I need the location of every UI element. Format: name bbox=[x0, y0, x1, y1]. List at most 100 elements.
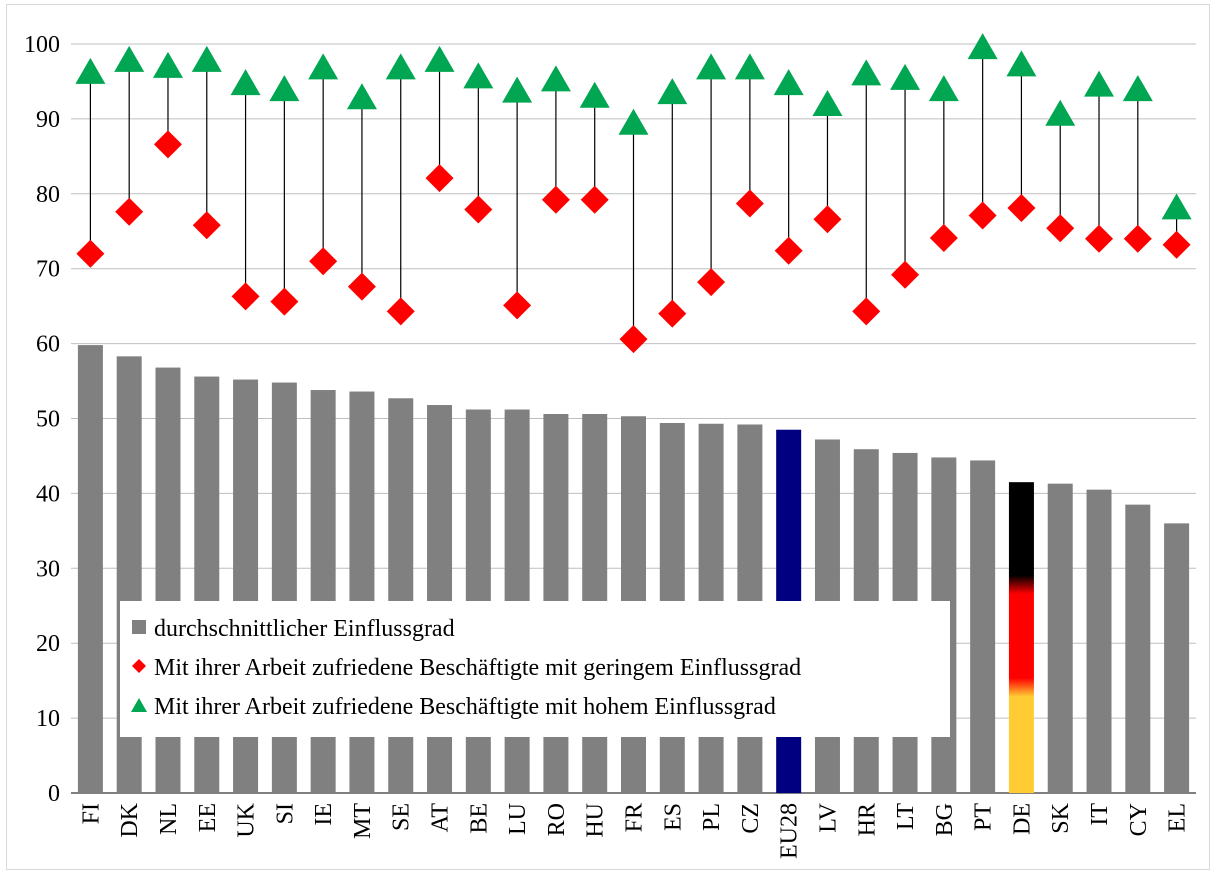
y-tick-label: 70 bbox=[36, 257, 60, 283]
legend-label-triangle: Mit ihrer Arbeit zufriedene Beschäftigte… bbox=[154, 694, 776, 720]
marker-low-mt bbox=[347, 272, 376, 301]
legend-swatch-triangle bbox=[131, 698, 147, 712]
marker-high-eu28 bbox=[773, 69, 804, 96]
x-tick-label: BG bbox=[932, 803, 958, 836]
marker-high-ro bbox=[540, 65, 571, 92]
x-tick-label: BE bbox=[466, 803, 492, 834]
x-tick-label: PL bbox=[699, 803, 725, 831]
marker-low-hu bbox=[580, 185, 609, 214]
x-tick-label: IT bbox=[1087, 803, 1113, 826]
bar-fi bbox=[77, 345, 103, 793]
marker-low-it bbox=[1085, 224, 1114, 253]
x-tick-label: CY bbox=[1126, 803, 1152, 836]
marker-low-cy bbox=[1123, 224, 1152, 253]
x-tick-label: HU bbox=[583, 803, 609, 838]
x-tick-label: AT bbox=[428, 803, 454, 833]
bar-cy bbox=[1125, 504, 1151, 793]
legend-label-bars: durchschnittlicher Einflussgrad bbox=[154, 616, 455, 642]
marker-high-hr bbox=[851, 59, 882, 86]
marker-high-se bbox=[385, 53, 416, 80]
marker-low-nl bbox=[153, 130, 182, 159]
marker-high-nl bbox=[152, 51, 183, 78]
marker-low-es bbox=[658, 299, 687, 328]
y-tick-label: 50 bbox=[36, 407, 60, 433]
marker-high-fi bbox=[75, 57, 106, 84]
marker-low-ee bbox=[192, 211, 221, 240]
marker-high-el bbox=[1161, 193, 1192, 220]
x-axis-ticks: FI DK NL EE UK SI IE MT SE AT BE LU RO HU FR ES PL CZ EU28… bbox=[78, 802, 1190, 859]
marker-low-at bbox=[425, 164, 454, 193]
marker-low-fi bbox=[76, 239, 105, 268]
marker-high-si bbox=[269, 75, 300, 102]
bar-pt bbox=[970, 460, 996, 793]
x-tick-label: DE bbox=[1009, 803, 1035, 835]
x-tick-label: FR bbox=[622, 803, 648, 832]
marker-low-lt bbox=[891, 260, 920, 289]
y-tick-label: 40 bbox=[36, 481, 60, 507]
marker-high-lu bbox=[502, 76, 533, 103]
x-tick-label: EL bbox=[1165, 803, 1191, 832]
x-tick-label: LV bbox=[815, 802, 841, 832]
marker-high-fr bbox=[618, 108, 649, 135]
y-tick-label: 30 bbox=[36, 556, 60, 582]
y-tick-label: 90 bbox=[36, 107, 60, 133]
marker-high-be bbox=[463, 62, 494, 89]
marker-high-es bbox=[657, 78, 688, 105]
y-tick-label: 80 bbox=[36, 182, 60, 208]
marker-low-hr bbox=[852, 297, 881, 326]
x-tick-label: SK bbox=[1048, 802, 1074, 833]
x-tick-label: RO bbox=[544, 803, 570, 836]
marker-high-lv bbox=[812, 90, 843, 117]
x-tick-label: EE bbox=[195, 803, 221, 832]
marker-high-sk bbox=[1045, 99, 1076, 126]
x-tick-label: NL bbox=[156, 803, 182, 835]
marker-low-fr bbox=[619, 325, 648, 354]
marker-low-uk bbox=[231, 282, 260, 311]
marker-high-cy bbox=[1122, 75, 1153, 102]
legend-swatch-diamond bbox=[132, 659, 146, 673]
marker-high-ee bbox=[191, 45, 222, 72]
legend-box bbox=[120, 601, 950, 737]
legend: durchschnittlicher Einflussgrad Mit ihre… bbox=[120, 601, 950, 737]
y-axis-ticks: 0 10 20 30 40 50 60 70 80 90 100 bbox=[24, 32, 60, 807]
marker-high-de bbox=[1006, 50, 1037, 77]
x-tick-label: SI bbox=[272, 803, 298, 824]
x-tick-label: DK bbox=[117, 802, 143, 837]
marker-high-mt bbox=[346, 83, 377, 110]
marker-low-be bbox=[464, 195, 493, 224]
marker-low-pl bbox=[697, 268, 726, 297]
marker-high-ie bbox=[308, 53, 339, 80]
x-tick-label: LU bbox=[505, 803, 531, 835]
marker-low-cz bbox=[735, 189, 764, 218]
marker-high-at bbox=[424, 45, 455, 72]
y-tick-label: 60 bbox=[36, 332, 60, 358]
legend-label-diamond: Mit ihrer Arbeit zufriedene Beschäftigte… bbox=[154, 655, 801, 681]
marker-high-uk bbox=[230, 69, 261, 96]
marker-low-pt bbox=[968, 201, 997, 230]
x-tick-label: ES bbox=[660, 803, 686, 831]
x-tick-label: MT bbox=[350, 803, 376, 839]
marker-low-lv bbox=[813, 205, 842, 234]
marker-high-it bbox=[1084, 70, 1115, 97]
marker-high-dk bbox=[114, 45, 145, 72]
x-tick-label: UK bbox=[234, 802, 260, 837]
marker-low-sk bbox=[1046, 214, 1075, 243]
range-lines bbox=[89, 49, 1178, 340]
y-tick-label: 0 bbox=[48, 781, 60, 807]
x-tick-label: FI bbox=[78, 803, 104, 824]
marker-low-el bbox=[1162, 230, 1191, 259]
marker-high-cz bbox=[734, 53, 765, 80]
x-tick-label: SE bbox=[389, 803, 415, 831]
marker-high-pt bbox=[967, 33, 998, 60]
y-tick-label: 10 bbox=[36, 706, 60, 732]
marker-low-eu28 bbox=[774, 236, 803, 265]
bar-de bbox=[1008, 482, 1034, 793]
marker-low-ro bbox=[541, 185, 570, 214]
y-tick-label: 100 bbox=[24, 32, 60, 58]
marker-low-se bbox=[386, 297, 415, 326]
legend-swatch-bars bbox=[132, 620, 146, 634]
bar-sk bbox=[1047, 483, 1073, 793]
marker-high-lt bbox=[890, 63, 921, 90]
bar-it bbox=[1086, 489, 1112, 793]
